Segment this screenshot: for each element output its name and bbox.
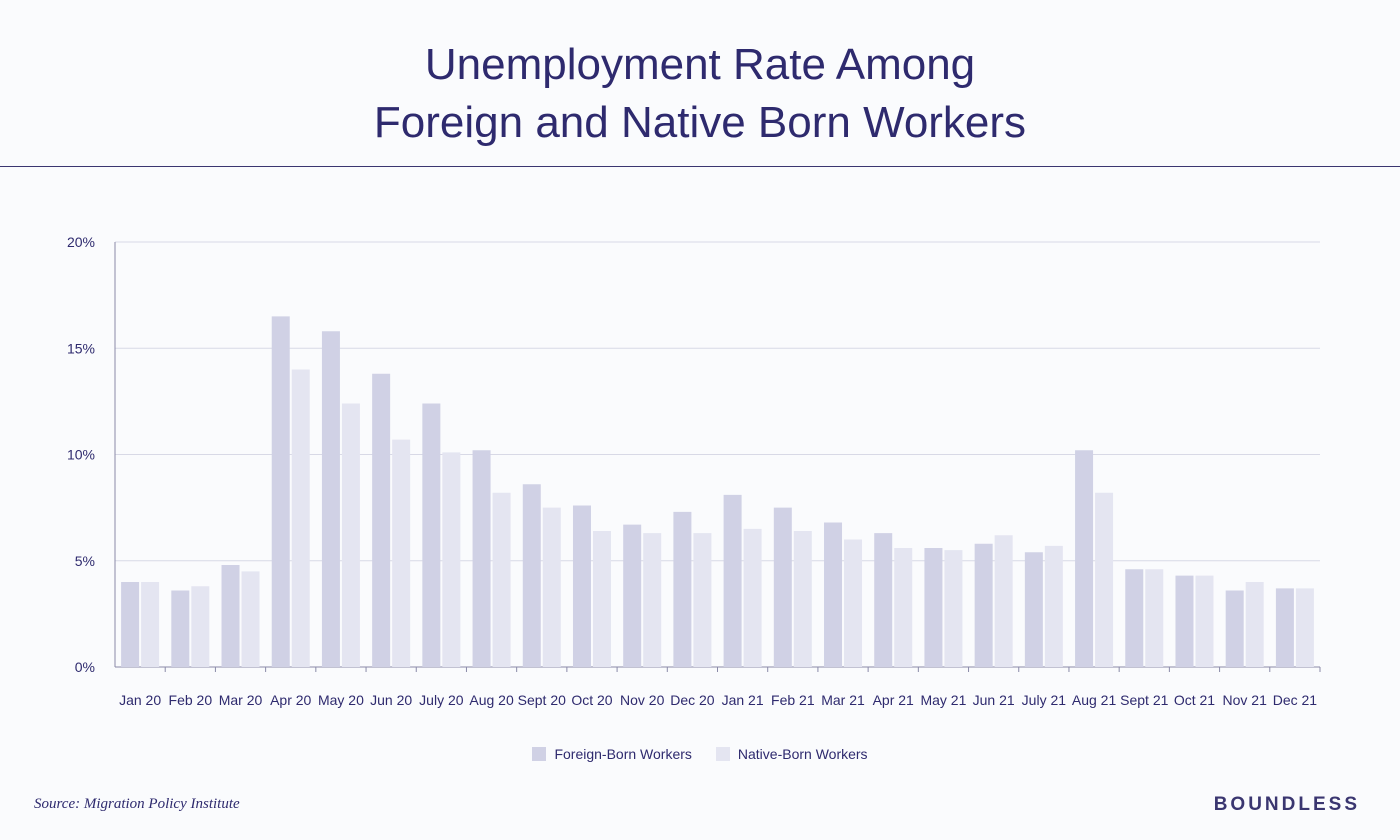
legend-item-native: Native-Born Workers: [715, 746, 868, 762]
y-tick-label: 0%: [75, 659, 95, 675]
bar-native-born: [1095, 492, 1114, 667]
bar-native-born: [241, 571, 260, 667]
bar-native-born: [141, 582, 160, 667]
x-tick-label: July 20: [419, 692, 464, 708]
bar-foreign-born: [1275, 588, 1294, 667]
x-tick-label: Aug 20: [469, 692, 514, 708]
chart-title-line-1: Unemployment Rate Among: [424, 40, 976, 89]
bar-native-born: [693, 533, 712, 667]
bar-native-born: [392, 439, 411, 667]
x-tick-label: Jun 21: [973, 692, 1015, 708]
bar-foreign-born: [472, 450, 491, 667]
y-tick-label: 10%: [67, 447, 95, 463]
bar-native-born: [442, 452, 461, 667]
bar-foreign-born: [171, 590, 190, 667]
y-tick-label: 5%: [75, 553, 95, 569]
x-tick-label: Nov 21: [1223, 692, 1268, 708]
header-divider: [0, 166, 1400, 167]
bar-native-born: [1245, 582, 1264, 667]
bar-foreign-born: [121, 582, 140, 667]
bar-foreign-born: [974, 543, 993, 667]
bar-foreign-born: [1175, 575, 1194, 667]
bar-foreign-born: [874, 533, 893, 667]
bar-foreign-born: [924, 548, 943, 667]
bar-foreign-born: [1075, 450, 1094, 667]
bar-foreign-born: [1024, 552, 1043, 667]
bar-native-born: [492, 492, 511, 667]
bar-native-born: [1044, 545, 1063, 667]
legend: Foreign-Born Workers Native-Born Workers: [0, 746, 1400, 762]
x-tick-label: Apr 20: [270, 692, 311, 708]
x-tick-label: July 21: [1022, 692, 1067, 708]
bar-native-born: [894, 548, 913, 667]
y-tick-label: 15%: [67, 340, 95, 356]
x-tick-label: Dec 20: [670, 692, 715, 708]
legend-item-foreign: Foreign-Born Workers: [532, 746, 692, 762]
x-tick-label: Mar 21: [821, 692, 865, 708]
bar-native-born: [994, 535, 1013, 667]
x-tick-label: Sept 21: [1120, 692, 1168, 708]
x-tick-label: Feb 21: [771, 692, 815, 708]
bar-foreign-born: [572, 505, 591, 667]
bar-native-born: [743, 528, 762, 667]
bar-foreign-born: [1125, 569, 1144, 667]
legend-swatch-foreign: [532, 747, 547, 761]
x-tick-label: Dec 21: [1273, 692, 1318, 708]
x-tick-label: May 21: [920, 692, 966, 708]
bar-native-born: [1145, 569, 1164, 667]
brand-logo: BOUNDLESS: [1213, 794, 1360, 815]
x-tick-label: Jun 20: [370, 692, 412, 708]
x-tick-label: May 20: [318, 692, 364, 708]
bar-native-born: [1195, 575, 1214, 667]
source-note: Source: Migration Policy Institute: [34, 796, 240, 812]
x-tick-label: Aug 21: [1072, 692, 1117, 708]
bar-native-born: [944, 550, 963, 667]
bar-native-born: [1295, 588, 1314, 667]
bar-native-born: [542, 507, 561, 667]
x-tick-label: Feb 20: [169, 692, 213, 708]
bar-native-born: [793, 531, 812, 667]
bar-foreign-born: [372, 373, 391, 667]
chart-title: Unemployment Rate Among Foreign and Nati…: [0, 36, 1400, 152]
bar-foreign-born: [422, 403, 441, 667]
x-tick-label: Jan 21: [722, 692, 764, 708]
bar-native-born: [643, 533, 662, 667]
x-tick-label: Nov 20: [620, 692, 665, 708]
x-tick-label: Sept 20: [518, 692, 566, 708]
x-tick-label: Apr 21: [873, 692, 914, 708]
bar-native-born: [592, 531, 611, 667]
bar-native-born: [341, 403, 360, 667]
bar-foreign-born: [271, 316, 290, 667]
y-tick-label: 20%: [67, 234, 95, 250]
bar-foreign-born: [1225, 590, 1244, 667]
bar-foreign-born: [673, 511, 692, 667]
bar-foreign-born: [522, 484, 541, 667]
bar-native-born: [191, 586, 210, 667]
chart-title-line-2: Foreign and Native Born Workers: [373, 98, 1027, 147]
legend-label-native: Native-Born Workers: [737, 746, 868, 762]
bar-foreign-born: [321, 331, 340, 667]
x-tick-label: Oct 20: [571, 692, 612, 708]
bar-foreign-born: [773, 507, 792, 667]
legend-swatch-native: [715, 747, 730, 761]
x-tick-label: Mar 20: [219, 692, 263, 708]
bar-foreign-born: [824, 522, 843, 667]
x-tick-label: Oct 21: [1174, 692, 1215, 708]
x-tick-label: Jan 20: [119, 692, 161, 708]
bar-foreign-born: [221, 565, 240, 667]
bar-native-born: [844, 539, 863, 667]
bar-foreign-born: [623, 524, 642, 667]
bar-chart: 0% 5% 10% 15% 20% Jan 20 Feb 20 Mar 20 Apr 20 May…: [67, 234, 1321, 708]
bar-foreign-born: [723, 494, 742, 667]
bar-native-born: [291, 369, 310, 667]
legend-label-foreign: Foreign-Born Workers: [554, 746, 692, 762]
